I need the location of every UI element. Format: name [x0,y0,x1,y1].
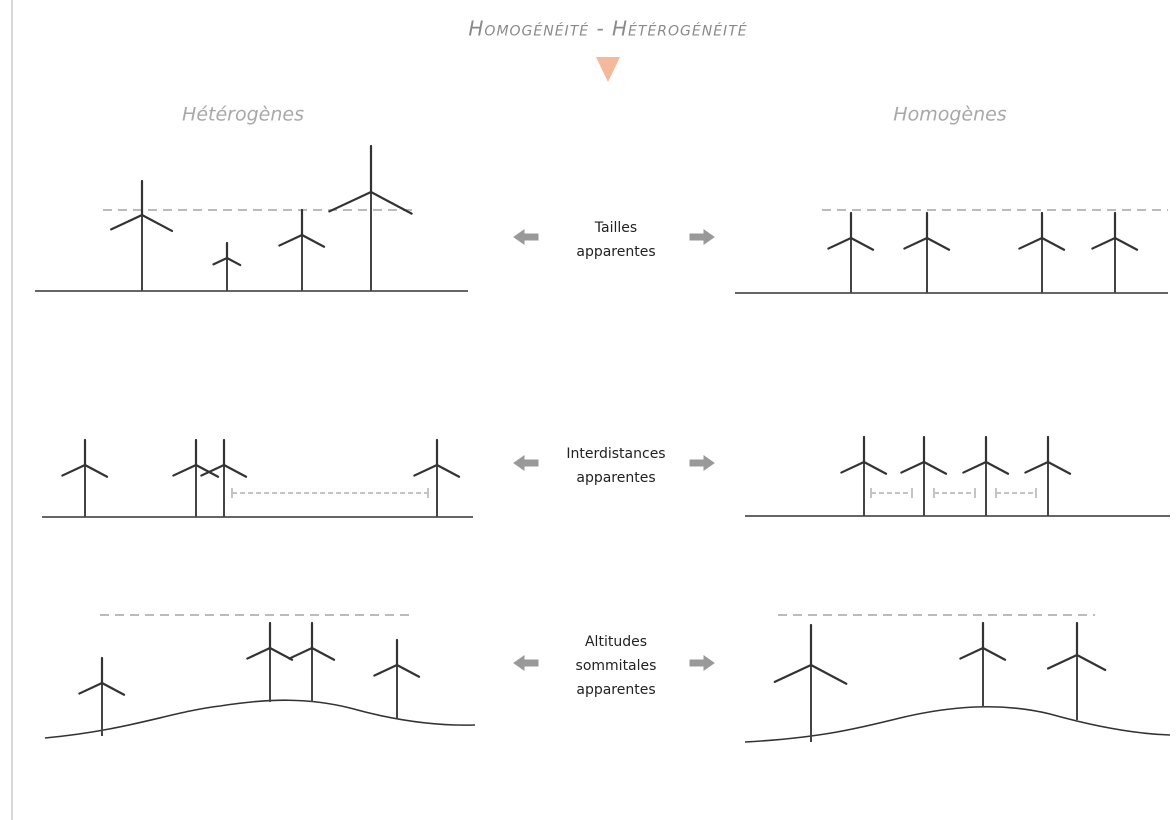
wind-turbine [289,623,334,702]
wind-turbine [841,437,886,516]
column-heading: Hétérogènes [182,104,304,126]
blade [851,238,873,250]
row-label: apparentes [576,470,655,486]
blade [1048,462,1070,474]
blade [960,648,983,659]
row-label: apparentes [576,682,655,698]
row-label: apparentes [576,244,655,260]
row-label: sommitales [576,658,657,674]
blade [329,192,371,211]
diagram: Homogénéité - Hétérogénéité Hétérogènes … [0,0,1176,820]
blade [775,665,811,682]
wind-turbine [904,213,949,293]
blade [142,215,172,231]
blade [983,648,1005,660]
blade [302,235,324,247]
row-1-left [35,210,468,291]
row-1-right [735,210,1168,293]
blade [927,238,949,250]
row-label: Altitudes [585,634,647,650]
blade [901,462,924,473]
blade [1048,655,1077,669]
row-label: Interdistances [566,446,665,462]
wind-turbine [329,146,411,291]
wind-turbine [374,640,419,718]
arrow [690,656,714,670]
blade [213,258,227,264]
blade [247,648,270,659]
blade [963,462,986,473]
arrow [690,230,714,244]
blade [312,648,334,660]
wind-turbine [279,210,324,291]
blade [279,235,302,246]
blade [864,462,886,474]
wind-turbine [1019,213,1064,293]
blade [986,462,1008,474]
blade [1077,655,1105,670]
blade [62,465,85,476]
wind-turbine [62,440,107,517]
wind-turbine [173,440,218,517]
blade [85,465,107,477]
wind-turbine [213,243,240,291]
row-2-left [42,488,473,517]
wind-turbine [201,440,246,517]
blade [224,465,246,477]
wind-turbine [963,437,1008,516]
arrow [514,230,538,244]
wind-turbine [1092,213,1137,293]
row-3-left [45,615,475,738]
wind-turbine [414,440,459,517]
blade [102,683,124,695]
title: Homogénéité - Hétérogénéité [468,17,747,41]
blade [1115,238,1137,250]
wind-turbine [247,623,292,702]
blade [1042,238,1064,250]
title-marker [596,57,620,82]
arrow [514,656,538,670]
column-heading: Homogènes [893,104,1007,126]
wind-turbine [1025,437,1070,516]
wind-turbine [901,437,946,516]
row-3-right [745,615,1170,742]
blade [374,665,397,676]
blade [227,258,240,265]
blade [1019,238,1042,249]
wind-turbine [960,623,1005,706]
blade [828,238,851,249]
arrow [514,456,538,470]
blade [841,462,864,473]
row-labels: Tailles apparentes Interdistances apparente… [514,220,714,698]
blade [79,683,102,694]
wind-turbine [828,213,873,293]
arrow [690,456,714,470]
row-2-right [745,488,1170,516]
blade [811,665,846,684]
blade [289,648,312,659]
blade [414,465,437,476]
blade [111,215,142,229]
row-label: Tailles [594,220,637,236]
blade [1025,462,1048,473]
blade [924,462,946,474]
wind-turbine [79,658,124,736]
wind-turbine [1048,623,1105,720]
wind-turbine [111,181,172,291]
wind-turbine [775,625,847,742]
blade [904,238,927,249]
blade [196,465,218,477]
blade [173,465,196,476]
blade [397,665,419,677]
blade [1092,238,1115,249]
blade [437,465,459,477]
